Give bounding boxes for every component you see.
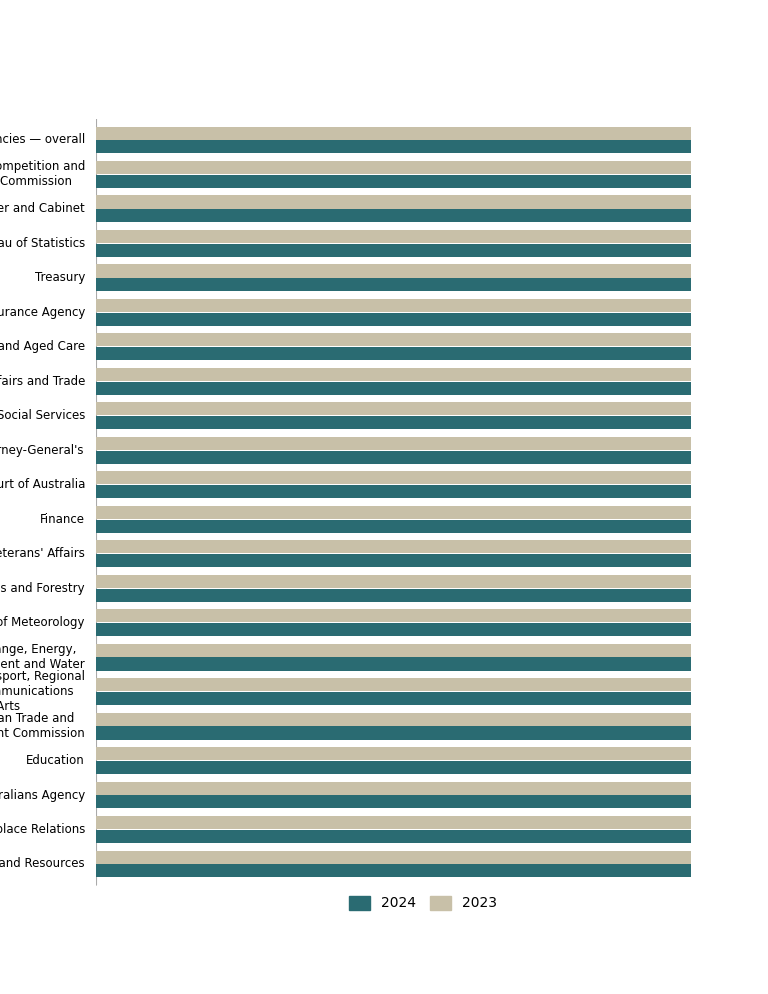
Bar [96,175,768,188]
Bar [96,347,768,360]
Bar [96,244,768,256]
Bar [96,382,768,395]
Bar [96,747,768,760]
Bar [96,161,768,174]
Bar [96,333,768,347]
Bar [96,781,768,794]
Bar [96,678,768,691]
Bar [96,657,768,671]
Bar [96,692,768,705]
Bar [96,403,768,415]
Bar [96,541,768,554]
Bar [96,713,768,726]
Bar [96,196,768,209]
Bar [96,520,768,533]
Bar [96,436,768,450]
Bar [96,609,768,622]
Bar [96,416,768,429]
Bar [96,299,768,312]
Bar [96,851,768,864]
Bar [96,471,768,484]
Legend: 2024, 2023: 2024, 2023 [344,890,503,916]
Bar [96,830,768,843]
Bar [96,760,768,774]
Bar [96,506,768,519]
Bar [96,140,768,153]
Bar [96,795,768,808]
Bar [96,865,768,878]
Bar [96,210,768,223]
Bar [96,644,768,657]
Bar [96,450,768,463]
Bar [96,278,768,291]
Bar [96,588,768,601]
Bar [96,575,768,587]
Bar [96,126,768,139]
Bar [96,485,768,498]
Bar [96,368,768,381]
Bar [96,727,768,740]
Bar [96,264,768,277]
Bar [96,230,768,244]
Bar [96,623,768,636]
Bar [96,313,768,326]
Bar [96,554,768,568]
Bar [96,816,768,829]
